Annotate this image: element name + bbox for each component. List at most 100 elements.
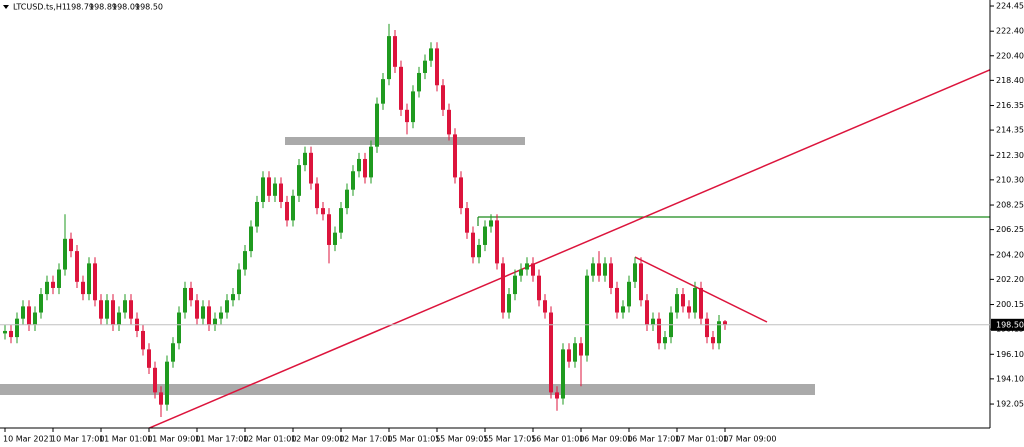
candle-body bbox=[21, 306, 25, 319]
candle-body bbox=[441, 85, 445, 110]
candle-body bbox=[117, 312, 121, 325]
candle-body bbox=[369, 146, 373, 178]
x-tick-label: 15 Mar 17:05 bbox=[483, 435, 536, 444]
candle-body bbox=[411, 91, 415, 123]
ohlc-open: 198.79 bbox=[66, 3, 94, 12]
candle-body bbox=[387, 36, 391, 80]
x-tick-label: 11 Mar 01:00 bbox=[99, 435, 152, 444]
candle-body bbox=[201, 306, 205, 319]
candle-body bbox=[285, 201, 289, 221]
candle-body bbox=[453, 134, 457, 178]
candle-body bbox=[531, 263, 535, 276]
candle-body bbox=[111, 300, 115, 325]
candle-body bbox=[423, 60, 427, 73]
y-tick-label: 204.20 bbox=[996, 250, 1024, 259]
candle-body bbox=[123, 300, 127, 313]
candle-body bbox=[501, 263, 505, 313]
candle-body bbox=[657, 318, 661, 344]
candle-body bbox=[639, 263, 643, 301]
candle-body bbox=[543, 300, 547, 313]
candle-body bbox=[15, 318, 19, 338]
candle-body bbox=[495, 220, 499, 264]
candle-body bbox=[249, 226, 253, 252]
candle-body bbox=[81, 281, 85, 295]
y-tick-label: 196.10 bbox=[996, 350, 1024, 359]
candle-body bbox=[513, 275, 517, 295]
x-tick-label: 11 Mar 17:00 bbox=[195, 435, 248, 444]
candle-body bbox=[477, 244, 481, 258]
menu-icon[interactable] bbox=[3, 5, 9, 9]
candle-body bbox=[105, 300, 109, 319]
x-tick-label: 10 Mar 2021 bbox=[3, 435, 54, 444]
y-tick-label: 218.40 bbox=[996, 76, 1024, 85]
candle-body bbox=[561, 349, 565, 399]
candle-body bbox=[357, 158, 361, 172]
y-tick-label: 202.20 bbox=[996, 275, 1024, 284]
candle-body bbox=[309, 152, 313, 184]
trend-line bbox=[147, 68, 990, 428]
x-tick-label: 11 Mar 09:00 bbox=[147, 435, 200, 444]
candle-body bbox=[417, 72, 421, 92]
candle-body bbox=[255, 201, 259, 227]
candle-body bbox=[243, 251, 247, 270]
candle-body bbox=[693, 287, 697, 313]
candle-body bbox=[327, 214, 331, 245]
candle-body bbox=[9, 330, 13, 338]
candle-body bbox=[399, 66, 403, 110]
candle-body bbox=[219, 312, 223, 319]
x-tick-label: 10 Mar 17:00 bbox=[51, 435, 104, 444]
candles bbox=[3, 23, 727, 417]
candle-body bbox=[333, 232, 337, 245]
y-tick-label: 222.40 bbox=[996, 27, 1024, 36]
candle-body bbox=[483, 226, 487, 245]
candle-body bbox=[189, 287, 193, 301]
candle-body bbox=[33, 312, 37, 325]
candle-body bbox=[321, 208, 325, 215]
candle-body bbox=[681, 294, 685, 307]
y-tick-label: 212.30 bbox=[996, 151, 1024, 160]
candle-body bbox=[717, 321, 721, 344]
candle-body bbox=[699, 287, 703, 319]
candle-body bbox=[153, 367, 157, 393]
candle-body bbox=[525, 263, 529, 270]
candle-body bbox=[225, 300, 229, 313]
candle-body bbox=[177, 312, 181, 344]
candle-body bbox=[57, 269, 61, 288]
y-tick-label: 200.15 bbox=[996, 300, 1024, 309]
candle-body bbox=[609, 263, 613, 288]
candle-body bbox=[147, 349, 151, 368]
x-tick-label: 15 Mar 01:05 bbox=[387, 435, 440, 444]
candle-body bbox=[141, 330, 145, 350]
drawings bbox=[0, 68, 990, 428]
candle-body bbox=[261, 177, 265, 202]
candle-body bbox=[87, 263, 91, 295]
candle-body bbox=[93, 263, 97, 301]
candle-body bbox=[435, 48, 439, 86]
candle-body bbox=[165, 361, 169, 405]
candle-body bbox=[375, 103, 379, 147]
zone bbox=[0, 384, 815, 395]
candle-body bbox=[273, 183, 277, 196]
candle-body bbox=[267, 177, 271, 196]
current-price-box bbox=[991, 318, 1024, 331]
candle-body bbox=[663, 337, 667, 344]
candle-body bbox=[183, 287, 187, 313]
candle-body bbox=[621, 306, 625, 313]
candle-body bbox=[75, 251, 79, 282]
candle-body bbox=[39, 294, 43, 313]
candle-body bbox=[231, 294, 235, 301]
candle-body bbox=[627, 281, 631, 307]
candle-body bbox=[471, 232, 475, 258]
candle-body bbox=[363, 158, 367, 178]
candle-body bbox=[99, 300, 103, 319]
current-price-label: 198.50 bbox=[996, 320, 1024, 329]
candle-body bbox=[615, 287, 619, 313]
y-tick-label: 214.35 bbox=[996, 126, 1024, 135]
candle-body bbox=[195, 300, 199, 319]
ohlc-high: 198.89 bbox=[89, 3, 117, 12]
ohlc-close: 198.50 bbox=[135, 3, 163, 12]
candle-body bbox=[345, 189, 349, 209]
candle-body bbox=[567, 349, 571, 362]
